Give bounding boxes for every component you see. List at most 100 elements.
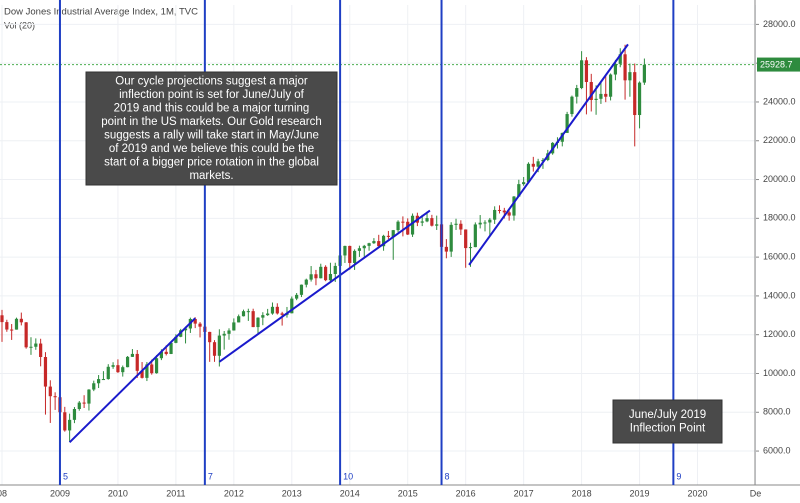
x-tick-label: 2019	[630, 488, 650, 498]
candle-body	[24, 322, 28, 348]
candle-body	[121, 367, 125, 373]
candle-body	[280, 313, 284, 315]
annotation-text: Inflection Point	[630, 422, 706, 434]
candle-body	[77, 402, 81, 410]
candle-body	[478, 222, 482, 225]
candle-body	[328, 273, 333, 281]
chart-subtitle: Vol (20)	[4, 20, 35, 30]
candle-body	[72, 409, 77, 420]
candle-body	[401, 221, 405, 223]
candle-body	[159, 351, 163, 359]
candle-body	[39, 343, 43, 357]
candle-body	[599, 93, 603, 99]
candle-body	[618, 54, 622, 64]
candle-body	[483, 222, 487, 224]
x-tick-label: 2014	[340, 488, 360, 498]
cycle-label: 9	[676, 471, 681, 481]
candle-body	[444, 246, 448, 252]
candle-body	[584, 60, 589, 83]
candle-body	[381, 235, 386, 247]
candle-body	[34, 343, 38, 347]
candle-body	[637, 82, 642, 116]
candle-body	[125, 356, 130, 368]
chart-title: Dow Jones Industrial Average Index, 1M, …	[4, 7, 198, 18]
candle-body	[362, 245, 366, 249]
candle-body	[135, 353, 139, 371]
x-tick-label: 2015	[398, 488, 418, 498]
candle-body	[183, 328, 188, 331]
candle-body	[0, 315, 4, 323]
y-tick-label: 16000.0	[763, 251, 796, 261]
candle-body	[140, 370, 144, 378]
x-tick-label: 2018	[572, 488, 592, 498]
candle-body	[48, 386, 52, 397]
candle-body	[604, 93, 608, 97]
annotation-text: 2019 and this could be a major turning	[114, 102, 310, 114]
candle-body	[222, 333, 226, 336]
candle-body	[410, 215, 415, 235]
candle-body	[241, 311, 246, 317]
candle-body	[14, 318, 19, 330]
candle-body	[473, 224, 477, 248]
candle-body	[589, 82, 593, 100]
candle-body	[150, 364, 154, 374]
candle-body	[68, 419, 72, 431]
candle-body	[154, 358, 159, 374]
candle-body	[594, 98, 598, 100]
x-tick-label: 2013	[282, 488, 302, 498]
candle-body	[560, 132, 564, 142]
candle-body	[251, 311, 255, 328]
candle-body	[232, 322, 236, 331]
candle-body	[130, 353, 135, 357]
candle-body	[517, 184, 521, 197]
candle-body	[295, 294, 299, 299]
candle-body	[435, 224, 439, 226]
x-tick-label: 2020	[688, 488, 708, 498]
candle-body	[270, 306, 275, 314]
candle-body	[372, 241, 376, 244]
trend-line	[218, 209, 431, 363]
annotation-text: inflection point is set for June/July of	[119, 89, 305, 101]
candle-body	[565, 114, 569, 133]
candle-body	[459, 223, 463, 230]
candle-body	[43, 357, 48, 387]
candle-body	[570, 96, 574, 115]
candle-body	[396, 221, 400, 231]
candle-body	[10, 329, 14, 331]
annotation-text: June/July 2019	[629, 409, 706, 421]
candle-body	[357, 248, 362, 251]
candle-body	[633, 72, 637, 116]
candle-body	[628, 72, 632, 81]
candle-body	[237, 316, 241, 323]
x-tick-label: 08	[0, 488, 7, 498]
candle-body	[261, 315, 265, 318]
annotation-text: of 2019 and we believe this could be the	[109, 143, 314, 155]
candle-body	[101, 379, 106, 381]
candle-body	[246, 311, 250, 313]
annotation-text: Our cycle projections suggest a major	[115, 75, 308, 87]
candle-body	[299, 284, 304, 295]
y-tick-label: 12000.0	[763, 329, 796, 339]
candle-body	[208, 331, 212, 343]
candle-body	[314, 274, 318, 279]
candle-body	[377, 241, 381, 247]
trend-line	[468, 43, 629, 266]
y-tick-label: 22000.0	[763, 135, 796, 145]
candle-body	[386, 235, 390, 237]
last-price-tag	[757, 57, 800, 72]
candle-body	[304, 279, 308, 285]
candle-body	[19, 318, 23, 323]
trend-line	[68, 317, 196, 444]
candle-body	[92, 383, 96, 390]
candle-body	[164, 351, 168, 354]
candle-body	[493, 209, 497, 220]
y-tick-label: 10000.0	[763, 368, 796, 378]
cycle-label: 8	[445, 471, 450, 481]
annotation-text: point in the US markets. Our Gold resear…	[101, 116, 322, 128]
candle-body	[29, 346, 33, 348]
annotation-text: suggests a rally will take start in May/…	[104, 129, 319, 141]
candle-body	[97, 379, 101, 384]
candle-body	[502, 210, 506, 213]
candle-body	[464, 229, 468, 249]
candle-body	[536, 161, 540, 167]
